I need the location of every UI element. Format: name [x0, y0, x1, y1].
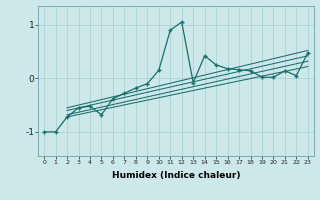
X-axis label: Humidex (Indice chaleur): Humidex (Indice chaleur)	[112, 171, 240, 180]
